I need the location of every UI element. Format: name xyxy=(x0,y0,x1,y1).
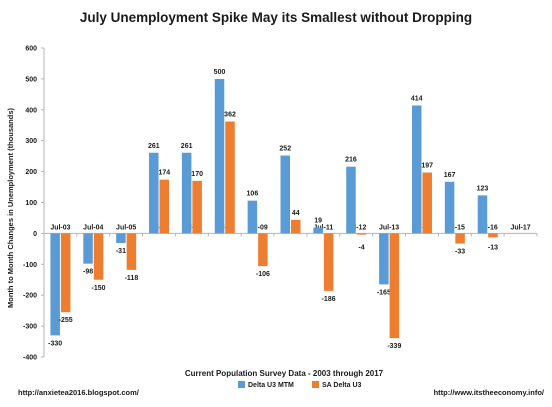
y-tick-label: 0 xyxy=(33,231,37,238)
legend-label: SA Delta U3 xyxy=(322,382,362,389)
data-label: 19 xyxy=(314,218,322,225)
x-tick-label: Jul-17 xyxy=(510,224,530,231)
data-label: 261 xyxy=(181,143,193,150)
bar-sa-delta-u3 xyxy=(192,180,202,234)
data-label: 123 xyxy=(477,185,489,192)
data-label: -186 xyxy=(322,296,336,303)
data-label: -330 xyxy=(48,340,62,347)
bar-sa-delta-u3 xyxy=(225,121,235,234)
data-label: -106 xyxy=(256,271,270,278)
bar-sa-delta-u3 xyxy=(93,233,104,280)
y-tick-label: 300 xyxy=(25,138,37,145)
legend-swatch xyxy=(312,381,319,388)
data-label: -118 xyxy=(125,275,139,282)
bar-delta-u3-mtm xyxy=(280,155,290,234)
data-label: 500 xyxy=(214,69,226,76)
bar-sa-delta-u3 xyxy=(291,219,301,234)
bar-delta-u3-mtm xyxy=(444,181,455,234)
x-tick-label: Jul-15 xyxy=(445,224,465,231)
data-label: -31 xyxy=(116,248,126,255)
y-tick-label: 100 xyxy=(25,200,37,207)
x-tick-label: Jul-16 xyxy=(478,224,498,231)
bar-delta-u3-mtm xyxy=(83,233,93,264)
data-label: -13 xyxy=(488,244,498,251)
x-tick-label: Jul-05 xyxy=(116,224,136,231)
legend: Delta U3 MTM SA Delta U3 xyxy=(238,381,362,389)
data-label: 414 xyxy=(411,95,423,102)
data-label: 106 xyxy=(247,191,259,198)
legend-swatch xyxy=(238,381,245,388)
bar-sa-delta-u3 xyxy=(258,233,268,267)
data-label: -98 xyxy=(83,269,93,276)
bar-sa-delta-u3 xyxy=(488,233,498,238)
x-tick-label: Jul-06 xyxy=(149,224,169,231)
y-tick-label: 400 xyxy=(25,107,37,114)
bar-delta-u3-mtm xyxy=(313,227,323,234)
bar-sa-delta-u3 xyxy=(323,233,334,291)
data-label: 261 xyxy=(148,143,160,150)
y-tick-label: -300 xyxy=(23,324,37,331)
x-axis-label: Current Population Survey Data - 2003 th… xyxy=(185,369,384,378)
data-label: 170 xyxy=(191,171,203,178)
bar-sa-delta-u3 xyxy=(455,233,465,244)
chart-title: July Unemployment Spike May its Smallest… xyxy=(80,10,472,25)
bar-sa-delta-u3 xyxy=(159,179,170,234)
bar-delta-u3-mtm xyxy=(50,233,60,336)
plot-area: -400 -300 -200 -100 0 100 200 300 400 500 600 Jul-0… xyxy=(23,46,538,362)
data-label: 197 xyxy=(421,163,433,170)
y-tick-label: 600 xyxy=(25,46,37,53)
data-label: -255 xyxy=(59,317,73,324)
bar-sa-delta-u3 xyxy=(60,233,71,313)
data-label: -150 xyxy=(92,285,106,292)
bar-delta-u3-mtm xyxy=(411,105,422,234)
footer-right-url: http://www.itstheeconomy.info/ xyxy=(434,388,545,397)
data-label: 174 xyxy=(158,170,170,177)
y-tick-label: -200 xyxy=(23,293,37,300)
bar-sa-delta-u3 xyxy=(422,172,432,234)
x-tick-label: Jul-08 xyxy=(215,224,235,231)
data-label: -33 xyxy=(455,249,465,256)
bar-sa-delta-u3 xyxy=(389,233,400,339)
x-tick-label: Jul-07 xyxy=(182,224,202,231)
bar-sa-delta-u3 xyxy=(356,233,367,235)
bar-delta-u3-mtm xyxy=(477,195,488,234)
bar-delta-u3-mtm xyxy=(214,78,225,234)
x-tick-label: Jul-09 xyxy=(248,224,268,231)
y-axis-label: Month to Month Changes in Unemployment (… xyxy=(6,108,15,308)
data-label: 44 xyxy=(292,210,300,217)
data-label: 167 xyxy=(444,172,456,179)
bar-delta-u3-mtm xyxy=(181,152,192,234)
data-label: -165 xyxy=(377,289,391,296)
x-tick-label: Jul-12 xyxy=(346,224,366,231)
x-tick-label: Jul-04 xyxy=(83,224,103,231)
y-tick-label: 200 xyxy=(25,169,37,176)
y-tick-label: 500 xyxy=(25,76,37,83)
data-label: 216 xyxy=(345,157,357,164)
x-tick-label: Jul-14 xyxy=(412,224,432,231)
x-tick-label: Jul-13 xyxy=(379,224,399,231)
x-tick-label: Jul-11 xyxy=(313,224,333,231)
footer-left-url: http://anxietea2016.blogspot.com/ xyxy=(18,388,140,397)
y-tick-label: -400 xyxy=(23,355,37,362)
data-label: -4 xyxy=(358,244,364,251)
y-tick-label: -100 xyxy=(23,262,37,269)
x-tick-label: Jul-10 xyxy=(280,224,300,231)
data-label: -339 xyxy=(387,343,401,350)
bar-delta-u3-mtm xyxy=(379,233,389,285)
bar-delta-u3-mtm xyxy=(116,233,126,243)
bar-delta-u3-mtm xyxy=(346,166,356,234)
data-label: 252 xyxy=(279,146,291,153)
legend-label: Delta U3 MTM xyxy=(248,382,294,389)
bar-delta-u3-mtm xyxy=(149,152,159,234)
data-label: 362 xyxy=(224,112,236,119)
bar-sa-delta-u3 xyxy=(126,233,137,270)
x-tick-label: Jul-03 xyxy=(50,224,70,231)
bar-delta-u3-mtm xyxy=(247,200,258,234)
